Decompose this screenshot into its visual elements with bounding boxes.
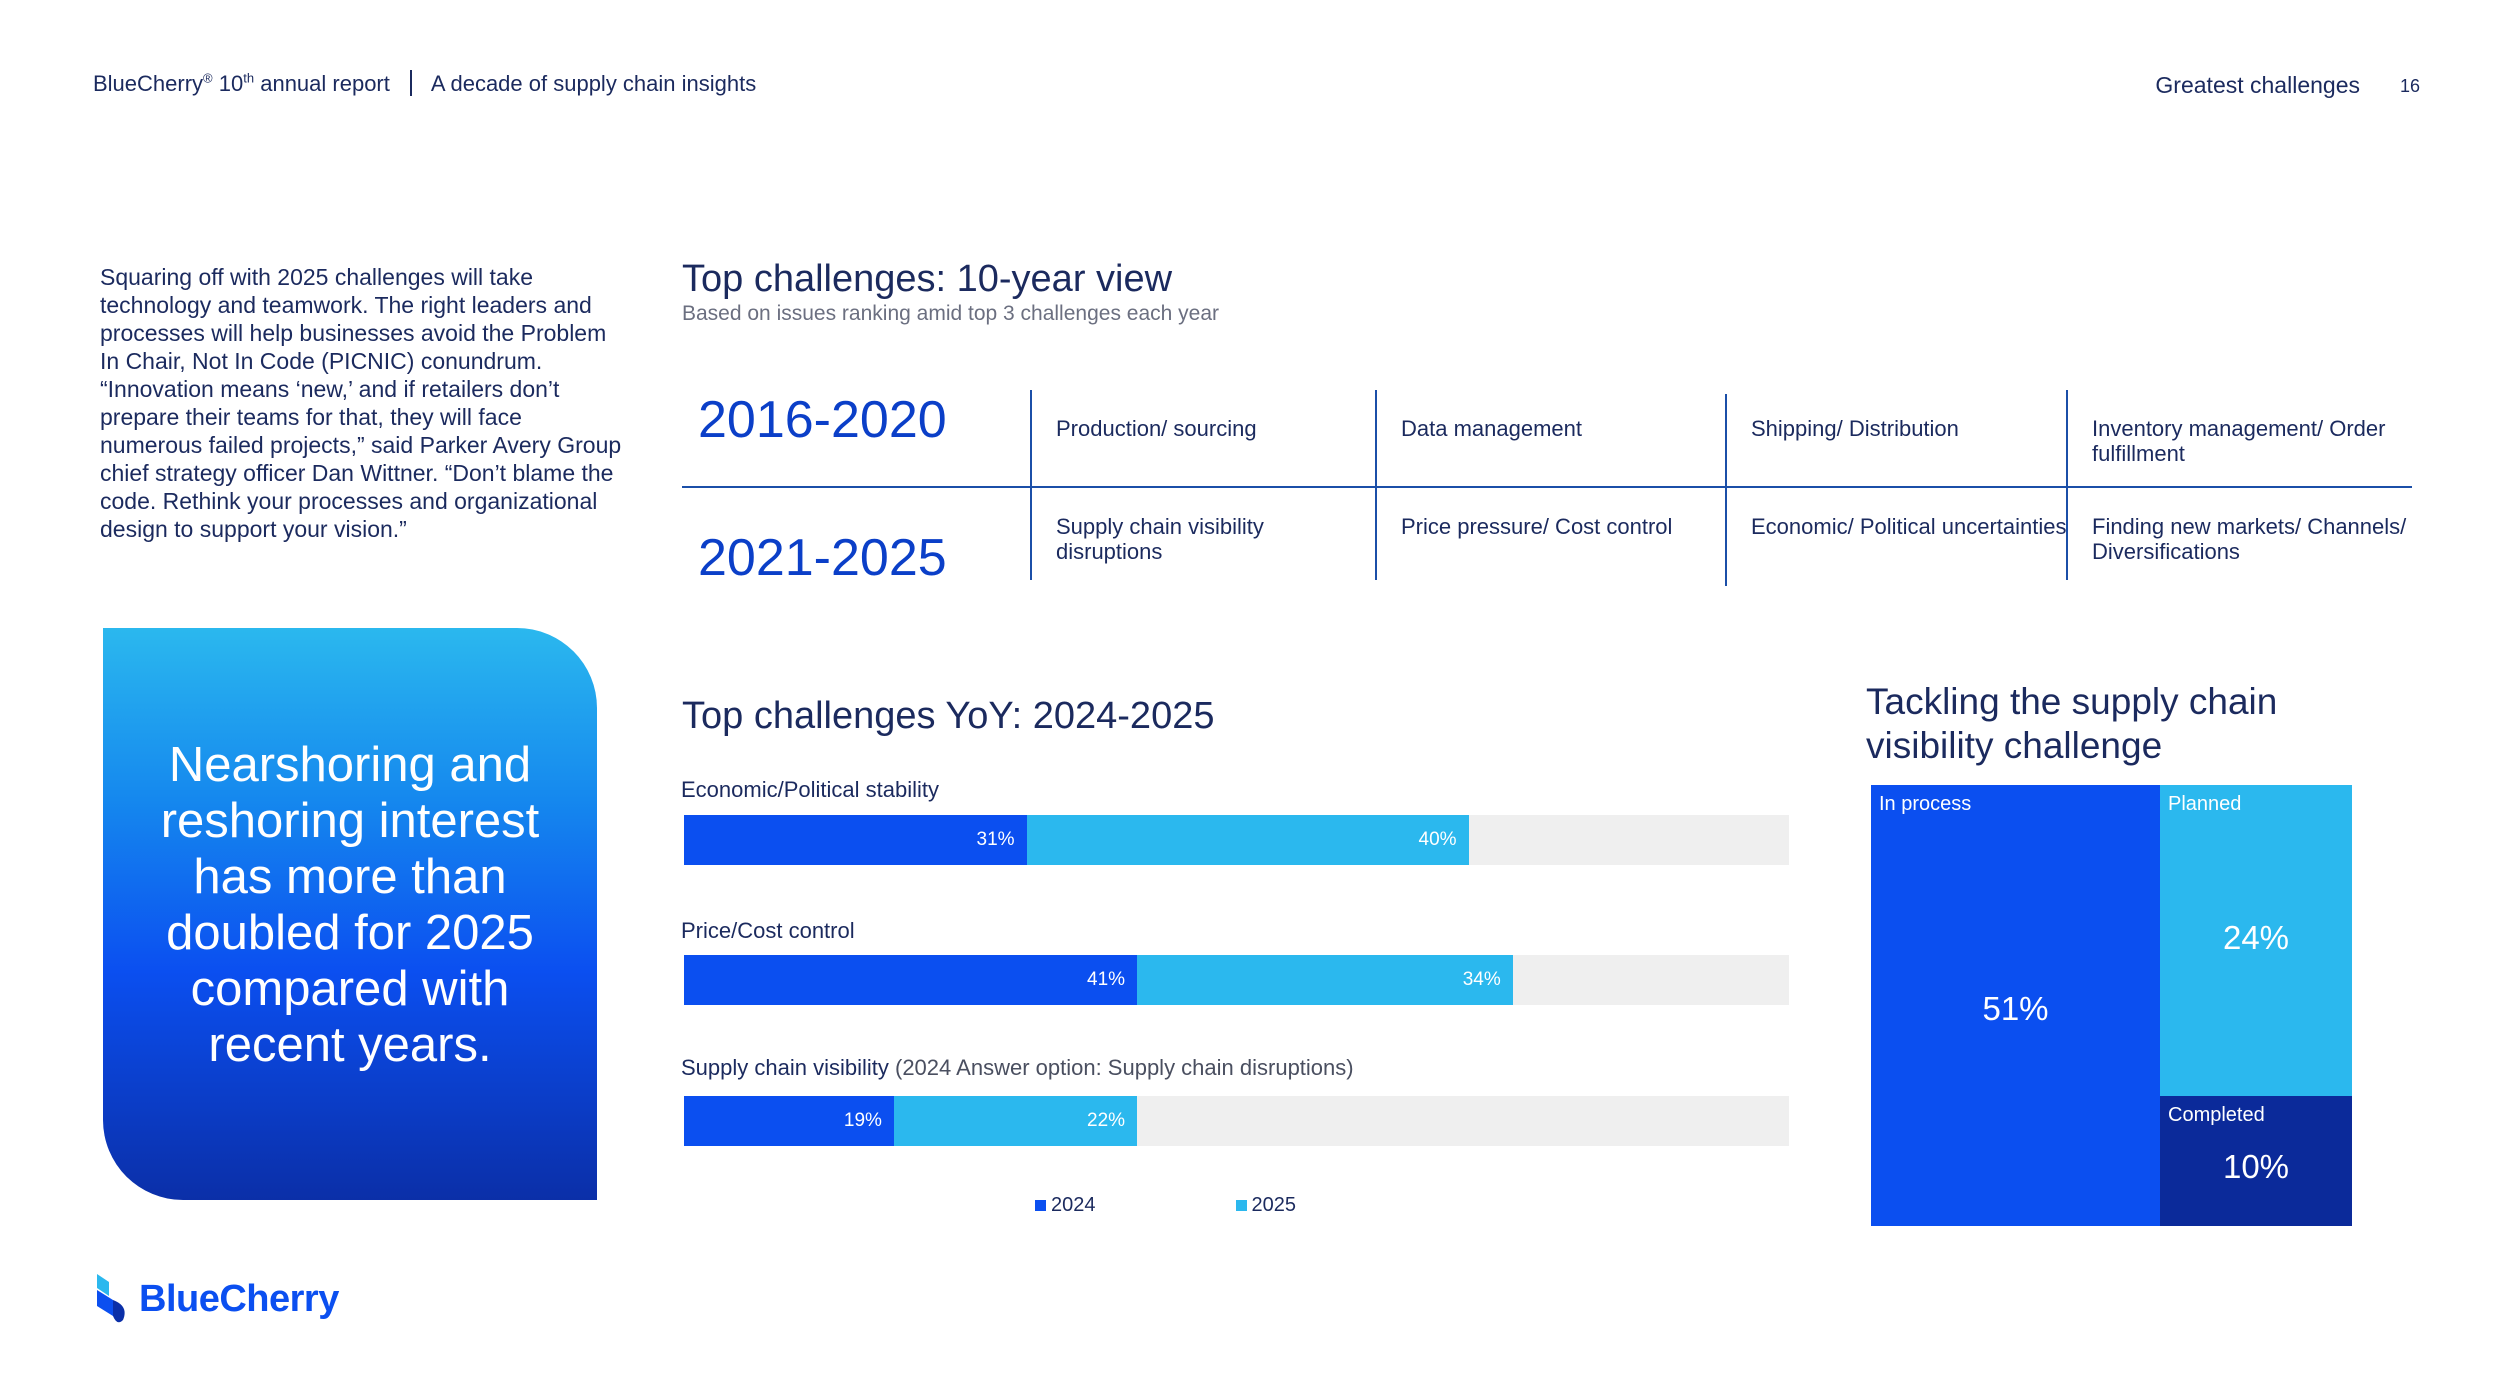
ten-year-cell: Supply chain visibility disruptions <box>1056 514 1264 564</box>
ten-year-period-2: 2021-2025 <box>698 529 947 587</box>
treemap-cell-label: Planned <box>2168 793 2242 815</box>
page-number: 16 <box>2399 76 2420 96</box>
ten-year-column-divider <box>2066 390 2068 580</box>
bar-2024: 31% <box>684 815 1027 865</box>
bar-2025: 34% <box>1137 955 1513 1005</box>
legend-label: 2024 <box>1051 1194 1096 1216</box>
yoy-bar-label-text: Economic/Political stability <box>681 777 939 802</box>
header-subtitle: A decade of supply chain insights <box>430 71 757 96</box>
treemap: In process 51% Planned 24% Completed 10% <box>1871 785 2352 1226</box>
bar-value-label: 41% <box>1087 969 1126 990</box>
yoy-bar-label-text: Price/Cost control <box>681 918 855 943</box>
yoy-chart-title: Top challenges YoY: 2024-2025 <box>682 695 1215 737</box>
treemap-cell-value: 10% <box>2222 1148 2290 1185</box>
intro-paragraph: Squaring off with 2025 challenges will t… <box>100 264 622 542</box>
legend-item-2025: 2025 <box>1235 1194 1297 1217</box>
ten-year-cell: Shipping/ Distribution <box>1751 416 1959 441</box>
bar-2024: 19% <box>684 1096 894 1146</box>
bar-value-label: 31% <box>976 829 1015 850</box>
yoy-bar-label-note: (2024 Answer option: Supply chain disrup… <box>895 1055 1354 1080</box>
ten-year-cell: Production/ sourcing <box>1056 416 1257 441</box>
header-report: annual report <box>260 71 390 96</box>
bluecherry-logo-icon <box>97 1274 125 1323</box>
ten-year-column-divider <box>1375 390 1377 580</box>
legend-swatch-2025 <box>1235 1200 1247 1211</box>
bar-2025: 22% <box>893 1096 1138 1146</box>
ten-year-row-divider <box>682 486 2412 488</box>
header-th: th <box>243 70 255 86</box>
treemap-cell-value: 24% <box>2222 919 2290 956</box>
bar-2025: 40% <box>1026 815 1469 865</box>
bar-value-label: 40% <box>1418 829 1457 850</box>
header-registered-mark: ® <box>203 70 213 86</box>
header-report-title: BlueCherry® 10th annual report A decade … <box>93 70 756 97</box>
yoy-bar-label-text: Supply chain visibility <box>681 1055 889 1080</box>
ten-year-subtitle: Based on issues ranking amid top 3 chall… <box>682 302 1219 325</box>
bar-value-label: 34% <box>1462 969 1501 990</box>
header-ten: 10 <box>218 71 244 96</box>
treemap-cell-label: Completed <box>2168 1104 2265 1126</box>
yoy-bar-track: 41% 34% <box>684 955 1789 1005</box>
ten-year-period-1: 2016-2020 <box>698 391 947 449</box>
yoy-bar-label: Supply chain visibility (2024 Answer opt… <box>681 1055 1354 1081</box>
legend-label: 2025 <box>1251 1194 1297 1216</box>
yoy-bar-track: 19% 22% <box>684 1096 1789 1146</box>
treemap-title: Tackling the supply chain visibility cha… <box>1866 681 2278 766</box>
ten-year-cell: Price pressure/ Cost control <box>1401 514 1673 539</box>
header-brand: BlueCherry <box>93 71 204 96</box>
yoy-bar-label: Economic/Political stability <box>681 777 939 803</box>
ten-year-cell: Inventory management/ Order fulfillment <box>2092 416 2386 466</box>
callout-text: Nearshoring and reshoring interest has m… <box>160 738 540 1072</box>
bluecherry-logo-text: BlueCherry <box>139 1277 339 1320</box>
yoy-bar-track: 31% 40% <box>684 815 1789 865</box>
ten-year-title: Top challenges: 10-year view <box>682 258 1173 300</box>
bar-value-label: 22% <box>1087 1110 1126 1131</box>
legend-item-2024: 2024 <box>1035 1194 1096 1217</box>
treemap-cell-completed: Completed 10% <box>2160 1096 2352 1226</box>
treemap-cell-in-process: In process 51% <box>1871 785 2160 1226</box>
ten-year-cell: Economic/ Political uncertainties <box>1751 514 2067 539</box>
ten-year-cell: Finding new markets/ Channels/ Diversifi… <box>2092 514 2407 564</box>
header-section-name: Greatest challenges <box>2155 72 2360 98</box>
ten-year-cell: Data management <box>1401 416 1582 441</box>
ten-year-column-divider <box>1725 394 1727 586</box>
treemap-cell-value: 51% <box>1982 990 2049 1027</box>
bar-2024: 41% <box>684 955 1138 1005</box>
callout-box: Nearshoring and reshoring interest has m… <box>103 628 597 1200</box>
yoy-bar-label: Price/Cost control <box>681 918 855 944</box>
treemap-cell-label: In process <box>1879 793 1972 815</box>
bluecherry-logo: BlueCherry <box>93 1272 339 1326</box>
legend-swatch-2024 <box>1035 1200 1046 1211</box>
bar-value-label: 19% <box>843 1110 882 1131</box>
ten-year-table: 2016-2020 Production/ sourcing Data mana… <box>682 390 2412 587</box>
header-divider <box>410 70 412 96</box>
ten-year-column-divider <box>1030 390 1032 580</box>
chart-legend: 2024 2025 <box>1035 1194 1436 1217</box>
treemap-cell-planned: Planned 24% <box>2160 785 2352 1096</box>
